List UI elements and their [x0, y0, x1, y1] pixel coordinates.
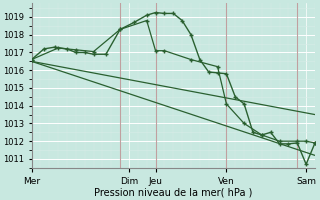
- X-axis label: Pression niveau de la mer( hPa ): Pression niveau de la mer( hPa ): [94, 187, 252, 197]
